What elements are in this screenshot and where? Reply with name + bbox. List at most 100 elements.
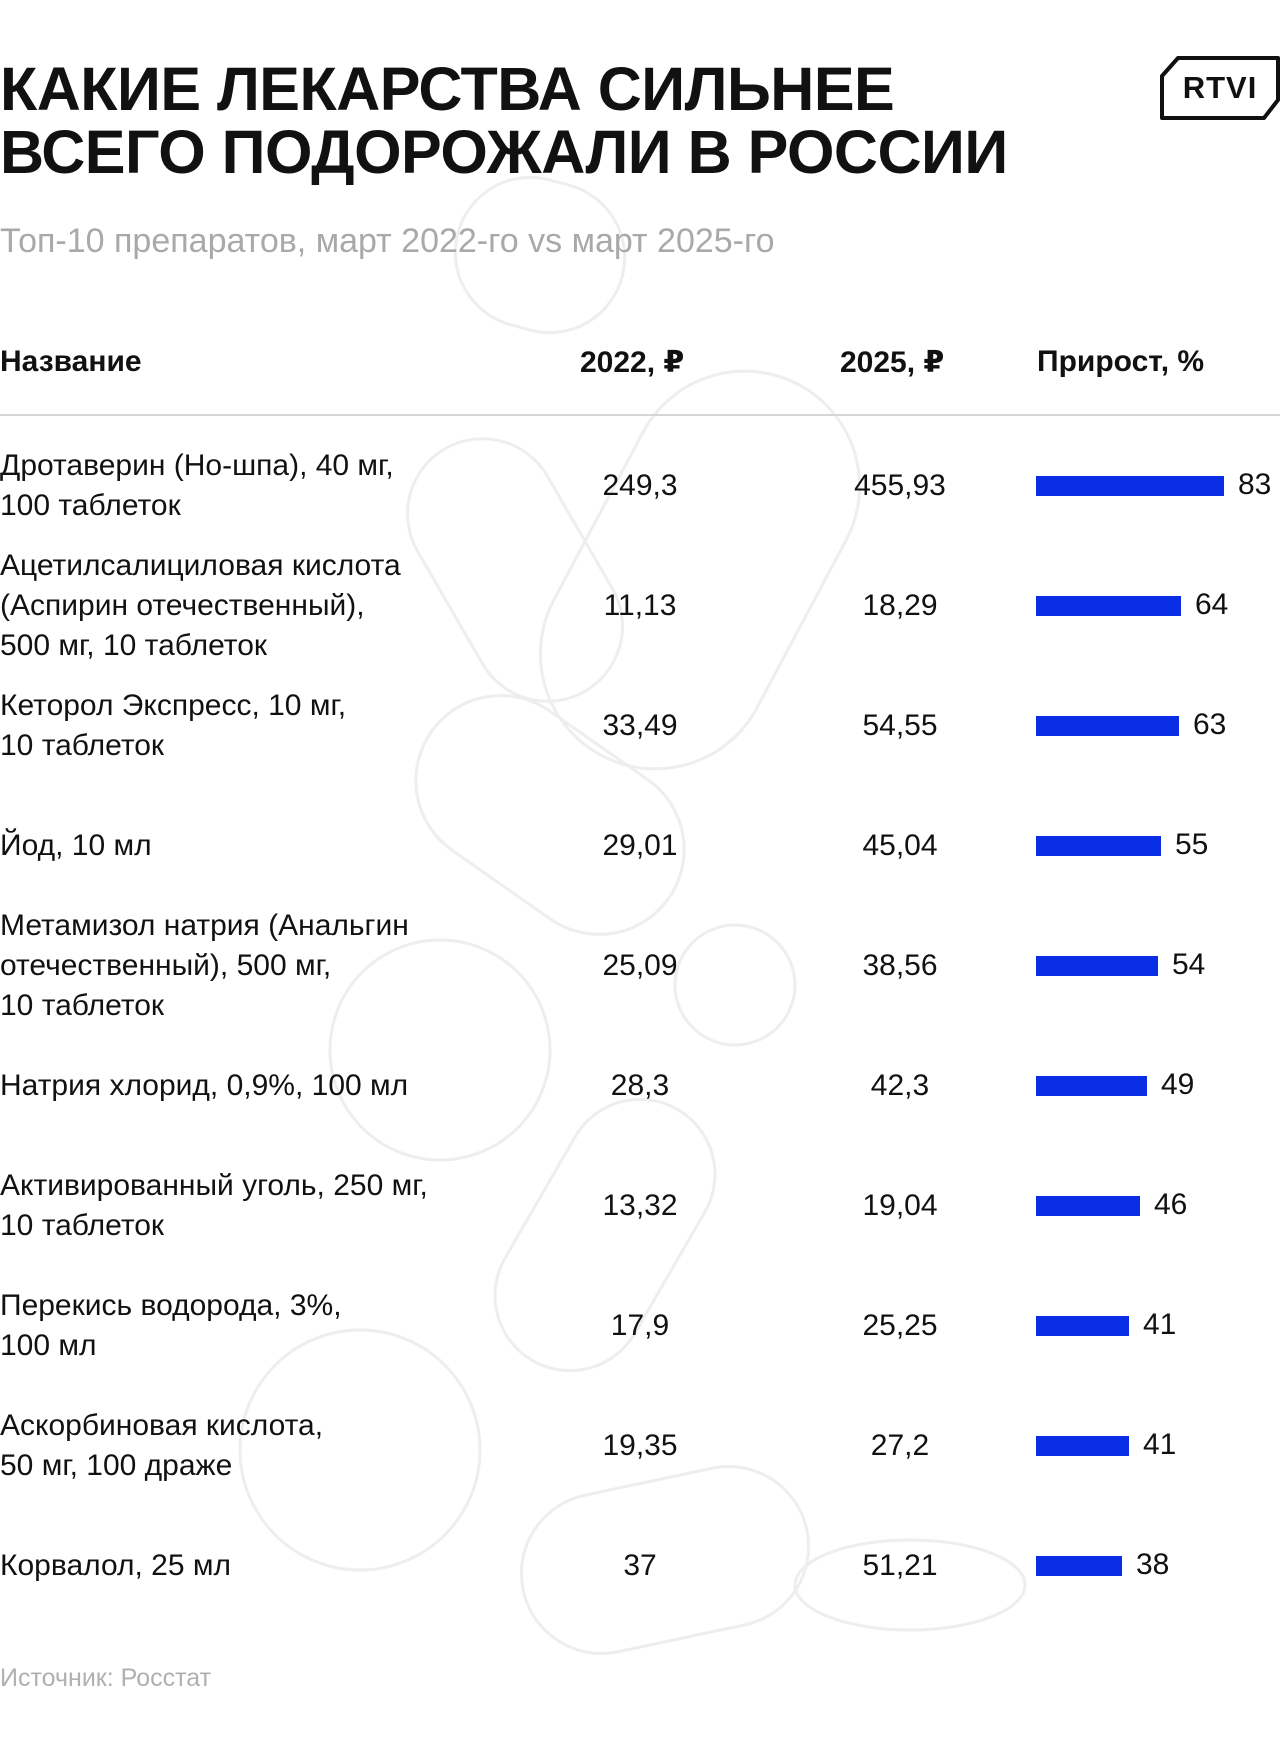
price-2025: 38,56 [862, 949, 938, 982]
drug-name-line: Йод, 10 мл [0, 829, 152, 862]
table-row: Ацетилсалициловая кислота (Аспирин отечес… [0, 546, 1280, 666]
price-2025: 27,2 [870, 1429, 930, 1462]
price-2022: 33,49 [602, 709, 678, 742]
price-2022: 37 [623, 1549, 657, 1582]
growth-label: 41 [1143, 1308, 1177, 1341]
table-row: Йод, 10 мл 29,01 45,04 55 [0, 786, 1280, 906]
rtvi-logo: RTVI [1160, 56, 1280, 120]
price-2022: 11,13 [603, 589, 677, 622]
growth-bar-cell: 38 [1036, 1506, 1280, 1626]
growth-label: 63 [1193, 708, 1227, 741]
growth-label: 54 [1172, 948, 1206, 981]
drug-name-line: Активированный уголь, 250 мг, [0, 1169, 428, 1202]
drug-name: Натрия хлорид, 0,9%, 100 мл [0, 1026, 520, 1146]
table-row: Корвалол, 25 мл 37 51,21 38 [0, 1506, 1280, 1626]
growth-label: 38 [1136, 1548, 1170, 1581]
drug-name: Дротаверин (Но-шпа), 40 мг, 100 таблеток [0, 426, 520, 546]
growth-bar [1036, 836, 1161, 856]
column-header-2025: 2025, ₽ [840, 346, 945, 379]
column-header-name: Название [0, 345, 142, 378]
drug-name: Кеторол Экспресс, 10 мг, 10 таблеток [0, 666, 520, 786]
price-2022: 13,32 [602, 1189, 678, 1222]
table-row: Активированный уголь, 250 мг, 10 таблеток… [0, 1146, 1280, 1266]
drug-name-line: 10 таблеток [0, 1209, 165, 1242]
table-row: Кеторол Экспресс, 10 мг, 10 таблеток 33,49… [0, 666, 1280, 786]
price-2022: 29,01 [602, 829, 678, 862]
drug-name-line: Дротаверин (Но-шпа), 40 мг, [0, 449, 394, 482]
price-2022: 249,3 [602, 469, 678, 502]
growth-bar [1036, 596, 1181, 616]
growth-label: 49 [1161, 1068, 1195, 1101]
growth-bar [1036, 1556, 1122, 1576]
table-row: Метамизол натрия (Анальгин отечественный)… [0, 906, 1280, 1026]
drug-name-line: 500 мг, 10 таблеток [0, 629, 267, 662]
growth-bar-cell: 41 [1036, 1266, 1280, 1386]
growth-bar [1036, 1316, 1129, 1336]
header-divider [0, 414, 1280, 416]
growth-label: 41 [1143, 1428, 1177, 1461]
column-header-growth: Прирост, % [1037, 345, 1205, 378]
drug-name: Перекись водорода, 3%, 100 мл [0, 1266, 520, 1386]
price-2022: 28,3 [610, 1069, 670, 1102]
growth-label: 55 [1175, 828, 1209, 861]
growth-bar [1036, 476, 1224, 496]
table-row: Перекись водорода, 3%, 100 мл 17,9 25,25 41 [0, 1266, 1280, 1386]
growth-label: 83 [1238, 468, 1272, 501]
growth-bar-cell: 55 [1036, 786, 1280, 906]
growth-bar-cell: 54 [1036, 906, 1280, 1026]
growth-bar [1036, 1196, 1140, 1216]
drug-name-line: Метамизол натрия (Анальгин [0, 909, 409, 942]
title-line-1: КАКИЕ ЛЕКАРСТВА СИЛЬНЕЕ [0, 55, 895, 123]
growth-bar-cell: 46 [1036, 1146, 1280, 1266]
growth-bar-cell: 64 [1036, 546, 1280, 666]
growth-bar [1036, 716, 1179, 736]
drug-name-line: 10 таблеток [0, 989, 165, 1022]
growth-bar [1036, 1076, 1147, 1096]
drug-name-line: Перекись водорода, 3%, [0, 1289, 342, 1322]
table-row: Аскорбиновая кислота, 50 мг, 100 драже 19,… [0, 1386, 1280, 1506]
drug-name-line: отечественный), 500 мг, [0, 949, 332, 982]
price-2025: 19,04 [862, 1189, 938, 1222]
growth-bar-cell: 41 [1036, 1386, 1280, 1506]
drug-name-line: (Аспирин отечественный), [0, 589, 365, 622]
drug-name-line: 100 таблеток [0, 489, 181, 522]
title-line-2: ВСЕГО ПОДОРОЖАЛИ В РОССИИ [0, 118, 1008, 186]
drug-name-line: Корвалол, 25 мл [0, 1549, 232, 1582]
drug-name-line: Ацетилсалициловая кислота [0, 549, 401, 582]
price-2025: 18,29 [862, 589, 938, 622]
price-2025: 42,3 [870, 1069, 930, 1102]
table-header: Название 2022, ₽ 2025, ₽ Прирост, % [0, 345, 1280, 385]
price-2022: 25,09 [602, 949, 678, 982]
drug-name-line: 100 мл [0, 1329, 97, 1362]
growth-bar-cell: 83 [1036, 426, 1280, 546]
table-row: Дротаверин (Но-шпа), 40 мг, 100 таблеток 2… [0, 426, 1280, 546]
price-2025: 25,25 [862, 1309, 938, 1342]
drug-name-line: Аскорбиновая кислота, [0, 1409, 324, 1442]
drug-name: Активированный уголь, 250 мг, 10 таблеток [0, 1146, 520, 1266]
price-2025: 54,55 [862, 709, 938, 742]
table-row: Натрия хлорид, 0,9%, 100 мл 28,3 42,3 49 [0, 1026, 1280, 1146]
drug-name: Ацетилсалициловая кислота (Аспирин отечес… [0, 546, 520, 666]
price-2025: 51,21 [862, 1549, 938, 1582]
logo-text: RTVI [1182, 70, 1258, 105]
growth-bar [1036, 956, 1158, 976]
chart-title: КАКИЕ ЛЕКАРСТВА СИЛЬНЕЕ ВСЕГО ПОДОРОЖАЛИ… [0, 58, 1100, 184]
price-2025: 455,93 [854, 469, 946, 502]
price-2025: 45,04 [862, 829, 938, 862]
logo-frame-icon [1160, 56, 1280, 120]
drug-name: Корвалол, 25 мл [0, 1506, 520, 1626]
drug-name-line: Кеторол Экспресс, 10 мг, [0, 689, 347, 722]
growth-label: 46 [1154, 1188, 1188, 1221]
price-2022: 19,35 [602, 1429, 678, 1462]
drug-name-line: 10 таблеток [0, 729, 165, 762]
drug-name-line: 50 мг, 100 драже [0, 1449, 233, 1482]
drug-name: Метамизол натрия (Анальгин отечественный)… [0, 906, 520, 1026]
chart-subtitle: Топ-10 препаратов, март 2022-го vs март … [0, 222, 775, 260]
growth-bar-cell: 63 [1036, 666, 1280, 786]
growth-bar [1036, 1436, 1129, 1456]
drug-name: Йод, 10 мл [0, 786, 520, 906]
source-note: Источник: Росстат [0, 1664, 212, 1692]
drug-name: Аскорбиновая кислота, 50 мг, 100 драже [0, 1386, 520, 1506]
price-2022: 17,9 [610, 1309, 670, 1342]
